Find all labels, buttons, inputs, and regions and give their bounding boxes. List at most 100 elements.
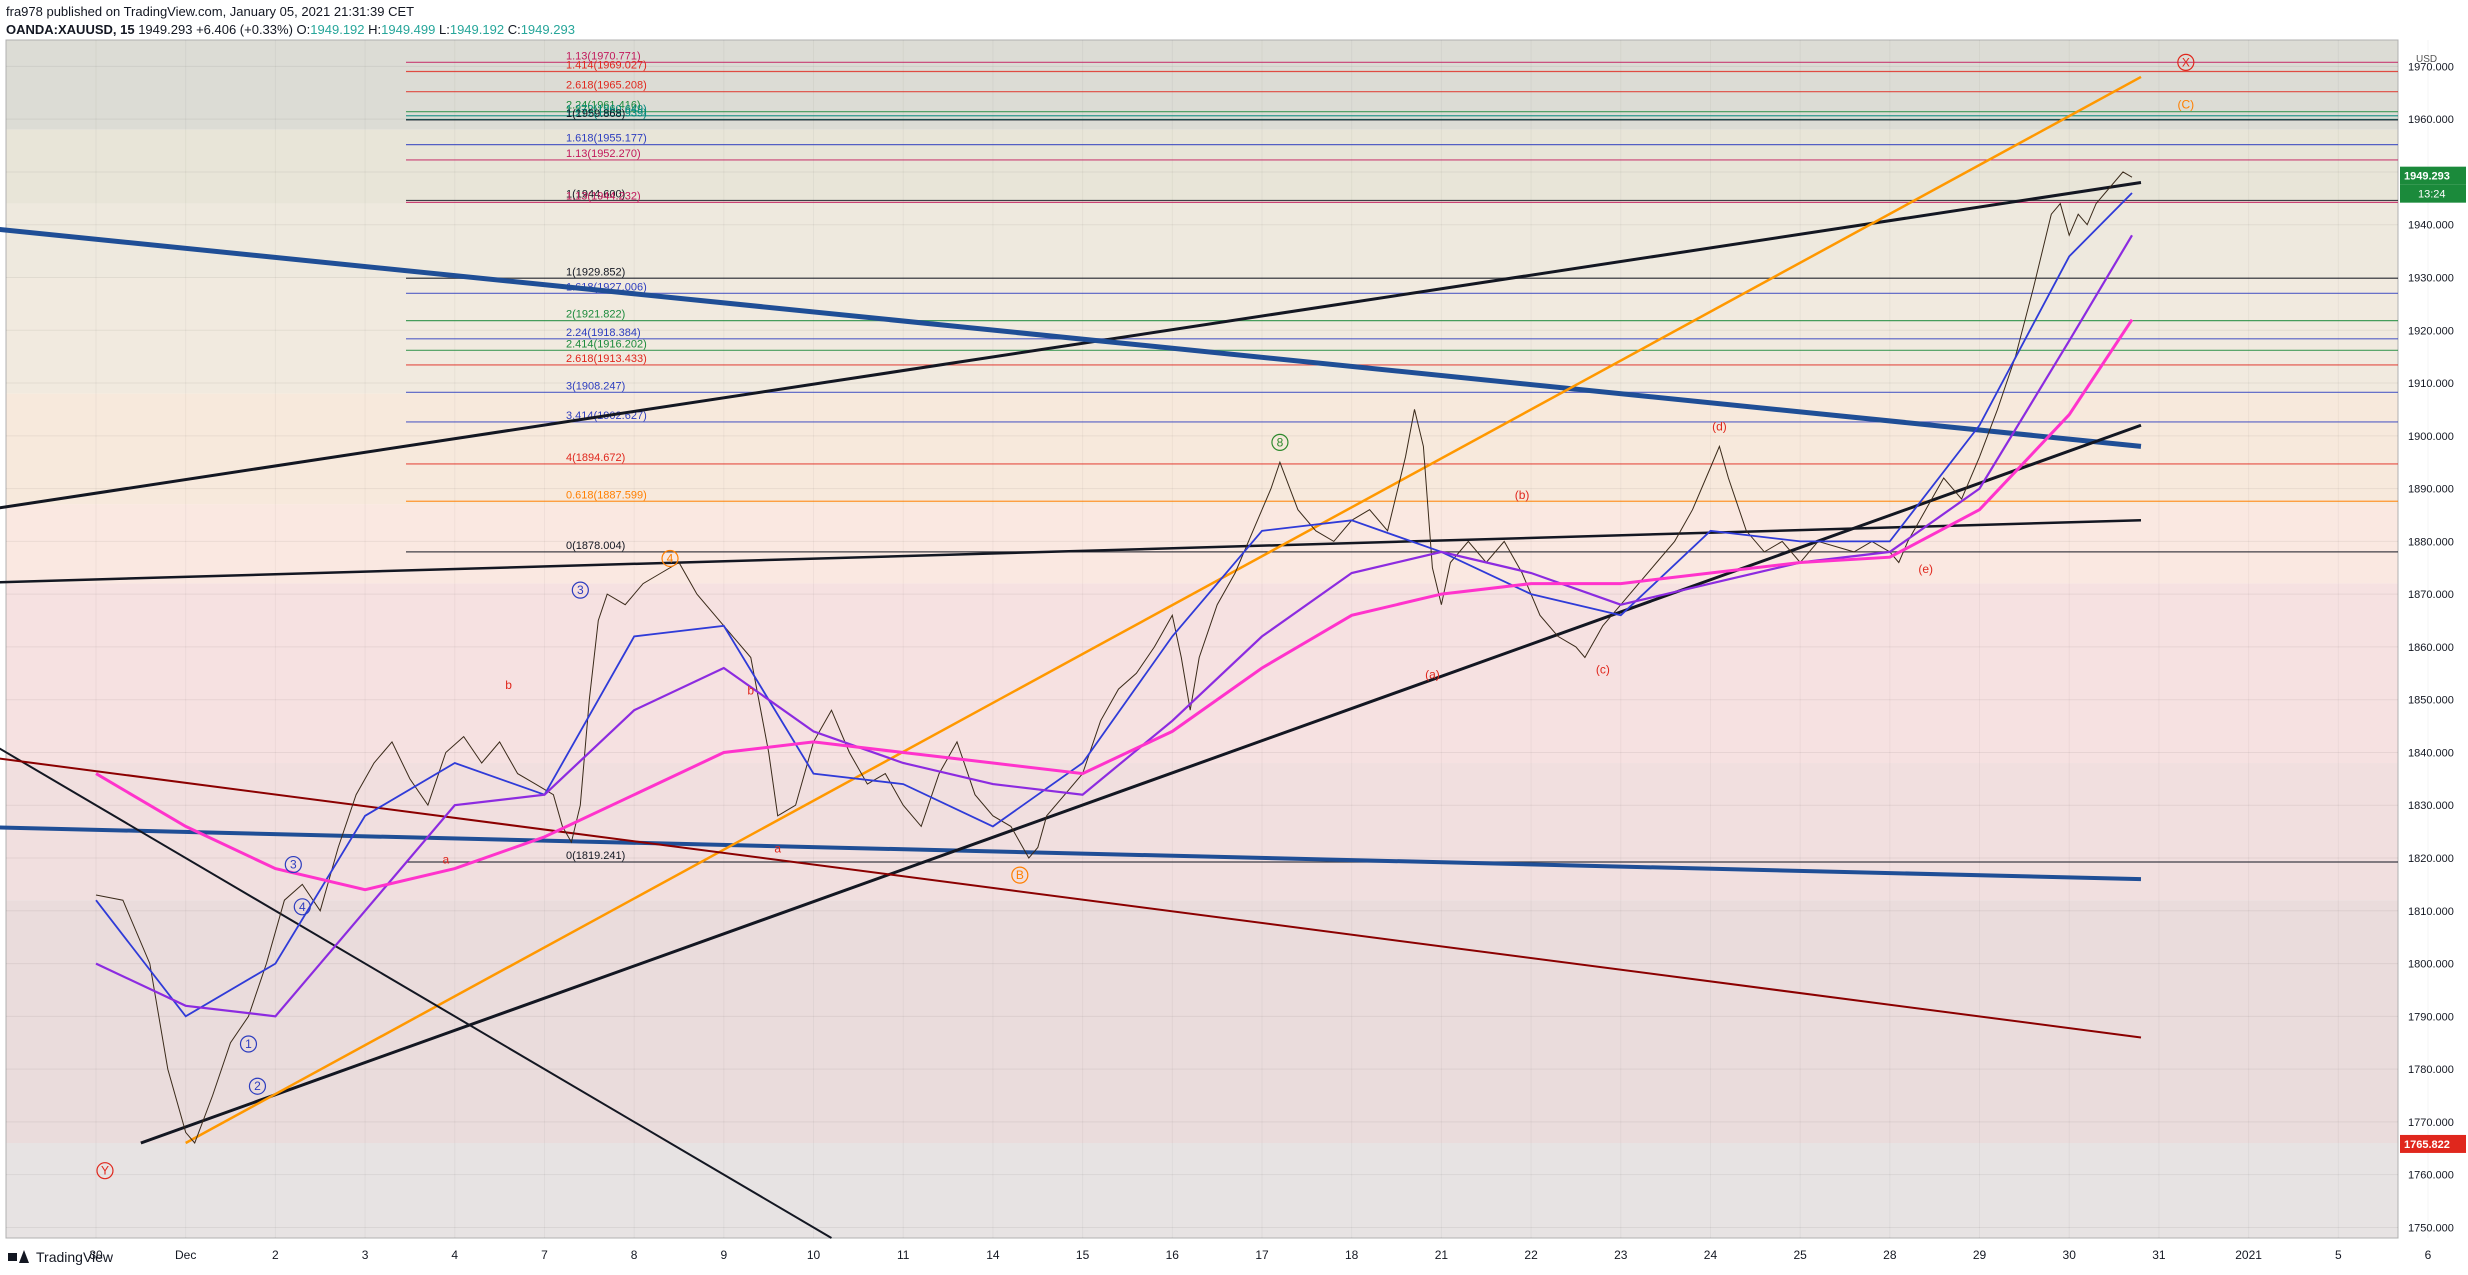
trend-line (140, 423, 2142, 1145)
time-tick-label: 30 (89, 1248, 103, 1262)
wave-label-circle (239, 1035, 258, 1053)
low-price-tag: 1765.822 (2404, 1139, 2450, 1151)
fib-level-label: 0(1878.004) (566, 540, 625, 552)
time-tick-label: 25 (1793, 1248, 1807, 1262)
wave-label: b (747, 683, 754, 697)
series-line (95, 318, 2134, 892)
currency-label: USD (2416, 54, 2437, 65)
time-tick-label: 9 (721, 1248, 728, 1262)
wave-label: a (442, 852, 449, 866)
wave-label-circle (248, 1077, 267, 1095)
price-tick-label: 1900.000 (2408, 431, 2454, 443)
price-tick-label: 1770.000 (2408, 1117, 2454, 1129)
wave-label: (e) (1918, 562, 1933, 576)
countdown-tag: 13:24 (2418, 189, 2446, 201)
series-lines (95, 171, 2134, 1144)
fib-level-label: 2.24(1961.416) (566, 100, 641, 112)
low-label: L: (439, 22, 450, 37)
wave-label: b (505, 678, 512, 692)
wave-label-circle (661, 549, 679, 568)
price-axis[interactable]: 1750.000 1760.000 1770.000 1780.000 1790.000… (2400, 54, 2466, 1234)
close-label: C: (507, 22, 521, 37)
wave-label: (d) (1712, 420, 1727, 434)
trend-line (0, 181, 2142, 510)
fib-level-label: 4(1894.672) (566, 452, 625, 464)
fib-level-label: 1.272(1960.649) (566, 104, 647, 116)
wave-label: (C) (2177, 98, 2194, 112)
series-line (95, 192, 2133, 1018)
price-tick-label: 1970.000 (2408, 61, 2454, 73)
fib-level-label: 2.618(1913.433) (566, 353, 647, 365)
wave-label: 4 (299, 900, 306, 914)
time-tick-label: 15 (1076, 1248, 1090, 1262)
time-tick-label: 31 (2152, 1248, 2166, 1262)
grid-lines (6, 40, 2429, 1238)
price-tick-label: 1760.000 (2408, 1170, 2454, 1182)
fib-level-label: 1.13(1970.771) (566, 50, 641, 62)
price-tick-label: 1930.000 (2408, 272, 2454, 284)
wave-label-circle (1011, 866, 1029, 884)
trend-line (185, 75, 2142, 1145)
time-tick-label: 28 (1883, 1248, 1897, 1262)
time-tick-label: 10 (807, 1248, 821, 1262)
price-tick-label: 1960.000 (2408, 114, 2454, 126)
wave-label: (a) (1425, 668, 1440, 682)
wave-label: B (1016, 868, 1024, 882)
brand-footer: TradingView (8, 1249, 113, 1265)
price-band (6, 583, 2398, 764)
price-band (6, 40, 2398, 130)
wave-label: (b) (1515, 488, 1530, 502)
price-tick-label: 1880.000 (2408, 536, 2454, 548)
time-tick-label: 11 (897, 1248, 910, 1262)
fib-level-label: 1.13(1952.270) (566, 148, 641, 160)
trend-line (0, 519, 2142, 584)
time-tick-label: 23 (1614, 1248, 1628, 1262)
price-tick-label: 1830.000 (2408, 800, 2454, 812)
time-tick-label: 5 (2335, 1248, 2342, 1262)
price-band (6, 900, 2398, 1144)
time-tick-label: 2 (272, 1248, 279, 1262)
wave-label-circle (571, 581, 589, 599)
price-tick-label: 1810.000 (2408, 906, 2454, 918)
wave-label: Y (101, 1164, 109, 1178)
price-band (6, 129, 2398, 204)
wave-label-circle (2177, 53, 2195, 71)
wave-label: (c) (1596, 662, 1610, 676)
time-tick-label: 21 (1435, 1248, 1449, 1262)
time-tick-label: 24 (1704, 1248, 1718, 1262)
fib-level-label: 1(1944.600) (566, 188, 625, 200)
low-value: 1949.192 (449, 22, 505, 37)
symbol-name: OANDA:XAUUSD, 15 (6, 22, 135, 37)
trend-line (0, 227, 2142, 449)
price-tick-label: 1800.000 (2408, 959, 2454, 971)
fib-level-label: 1.414(1969.027) (566, 60, 647, 72)
price-tick-label: 1920.000 (2408, 325, 2454, 337)
plot-frame (5, 39, 2399, 1239)
price-tick-label: 1860.000 (2408, 642, 2454, 654)
fib-level-label: 0(1819.241) (566, 850, 625, 862)
wave-label: 1 (245, 1037, 252, 1051)
price-tick-label: 1820.000 (2408, 853, 2454, 865)
price-tick-label: 1910.000 (2408, 378, 2454, 390)
price-tick-label: 1750.000 (2408, 1222, 2454, 1234)
price-band (6, 1143, 2398, 1238)
price-tick-label: 1870.000 (2408, 589, 2454, 601)
close-value: 1949.293 (520, 22, 575, 37)
wave-labels: Y 3 4 1 2 3 4 b a b a B 8 (a) (b) (c) (d) (e) X (C) (96, 53, 2195, 1180)
wave-label: a (774, 842, 781, 856)
time-tick-label: Dec (175, 1248, 196, 1262)
wave-label-circle (1271, 433, 1289, 451)
high-value: 1949.499 (381, 22, 436, 37)
time-tick-label: 2021 (2235, 1248, 2262, 1262)
open-value: 1949.192 (310, 22, 365, 37)
time-axis[interactable]: 30 Dec 2 3 4 7 8 9 10 11 14 15 16 17 18 21 22 23 24 25 28 29 3… (89, 1248, 2431, 1262)
price-tick-label: 1780.000 (2408, 1064, 2454, 1076)
brand-name: TradingView (36, 1249, 114, 1265)
fib-level-label: 2(1921.822) (566, 309, 625, 321)
wave-label: 8 (1277, 435, 1284, 449)
last-price-tag: 1949.293 (2404, 171, 2450, 183)
time-tick-label: 16 (1166, 1248, 1180, 1262)
fib-level-label: 1.618(1955.177) (566, 133, 647, 145)
time-tick-label: 30 (2063, 1248, 2077, 1262)
